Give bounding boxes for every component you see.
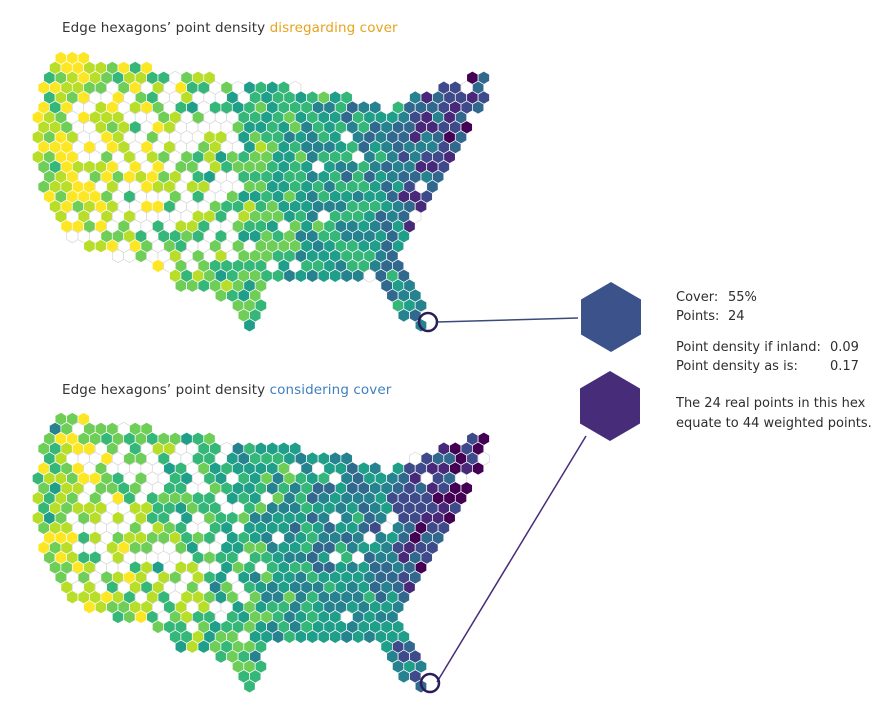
map-hex-cell [83, 600, 96, 615]
map-hex-cell [134, 248, 147, 264]
note-line-1: The 24 real points in this hex [676, 396, 866, 411]
map-bottom-title-prefix: Edge hexagons’ point density [62, 382, 270, 398]
map-hex-cell [340, 268, 353, 283]
map-hex-cell [197, 278, 210, 293]
map-hex-cell [197, 639, 210, 654]
map-hex-cell [329, 268, 342, 283]
cover-label: Cover: [676, 290, 719, 305]
callout-density: Point density if inland: 0.09 Point dens… [676, 338, 859, 376]
map-hex-cell [151, 619, 165, 634]
map-hex-cell [151, 258, 165, 273]
density-inland-label: Point density if inland: [676, 340, 821, 355]
cover-value: 55% [728, 290, 757, 305]
zoom-hex-disregarding [581, 282, 641, 352]
map-hex-cell [134, 609, 147, 625]
map-top-title: Edge hexagons’ point density disregardin… [62, 20, 398, 36]
map-top-title-prefix: Edge hexagons’ point density [62, 20, 270, 36]
map-hex-cell [123, 609, 136, 625]
map-hex-cell [271, 268, 285, 283]
map-hex-cell [94, 600, 107, 615]
hex-map-disregarding-cover [31, 50, 490, 333]
map-hex-cell [294, 268, 307, 283]
points-value: 24 [728, 309, 745, 324]
map-bottom-title: Edge hexagons’ point density considering… [62, 382, 391, 398]
callout-leader-line-bottom [436, 435, 587, 683]
points-row: Points: 24 [676, 307, 757, 326]
zoom-hex-considering [580, 371, 640, 441]
density-asis-value: 0.17 [830, 359, 859, 374]
callout-cover-points: Cover: 55% Points: 24 [676, 288, 757, 326]
map-hex-cell [111, 609, 125, 625]
map-hex-cell [283, 629, 296, 644]
map-top-title-accent: disregarding cover [269, 20, 398, 36]
map-hex-cell [174, 639, 187, 654]
map-hex-cell [472, 461, 485, 476]
density-asis-row: Point density as is: 0.17 [676, 357, 859, 376]
map-bottom-title-accent: considering cover [269, 382, 392, 398]
map-hex-cell [294, 629, 307, 644]
map-hex-cell [363, 629, 376, 644]
highlight-circle-top [417, 311, 439, 333]
map-hex-cell [317, 629, 330, 644]
map-hex-cell [397, 669, 410, 684]
map-hex-cell [317, 268, 330, 283]
map-hex-cell [306, 629, 319, 644]
map-hex-cell [214, 649, 227, 664]
hex-map-considering-cover [31, 411, 490, 694]
map-hex-cell [306, 268, 319, 283]
map-hex-cell [83, 239, 96, 254]
callout-leader-line-top [436, 317, 579, 323]
map-hex-cell [66, 229, 79, 244]
map-hex-cell [174, 278, 187, 293]
map-hex-cell [94, 239, 107, 254]
density-inland-value: 0.09 [830, 340, 859, 355]
map-hex-cell [340, 629, 353, 644]
map-hex-cell [243, 318, 256, 333]
highlight-circle-bottom [419, 672, 441, 694]
map-hex-cell [352, 629, 365, 644]
map-hex-cell [472, 100, 485, 115]
map-hex-cell [271, 629, 285, 644]
map-hex-cell [214, 288, 227, 303]
map-hex-cell [352, 268, 365, 283]
map-hex-cell [363, 268, 376, 283]
map-hex-cell [329, 629, 342, 644]
map-hex-cell [243, 679, 256, 694]
callout-note: The 24 real points in this hex equate to… [676, 394, 876, 434]
density-asis-label: Point density as is: [676, 359, 798, 374]
map-hex-cell [283, 268, 296, 283]
points-label: Points: [676, 309, 720, 324]
map-hex-cell [66, 590, 79, 605]
density-inland-row: Point density if inland: 0.09 [676, 338, 859, 357]
map-hex-cell [186, 639, 199, 654]
map-hex-cell [123, 248, 136, 264]
cover-row: Cover: 55% [676, 288, 757, 307]
map-hex-cell [397, 308, 410, 323]
map-hex-cell [186, 278, 199, 293]
note-line-2: equate to 44 weighted points. [676, 416, 872, 431]
map-hex-cell [111, 248, 125, 264]
